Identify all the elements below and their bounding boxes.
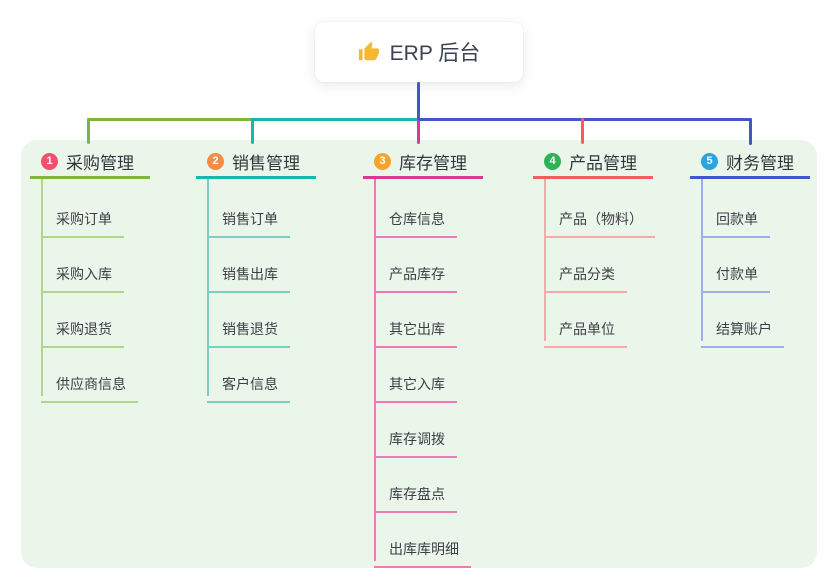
connector-blue-h xyxy=(417,118,752,121)
child-node[interactable]: 客户信息 xyxy=(207,364,290,403)
drop-line-sales xyxy=(251,118,254,144)
child-node[interactable]: 库存盘点 xyxy=(374,474,457,513)
child-node[interactable]: 出库库明细 xyxy=(374,529,471,568)
child-node[interactable]: 产品库存 xyxy=(374,254,457,293)
branch-title: 销售管理 xyxy=(232,154,300,173)
child-node[interactable]: 采购退货 xyxy=(41,309,124,348)
child-node[interactable]: 销售出库 xyxy=(207,254,290,293)
root-node-label: ERP 后台 xyxy=(389,42,481,65)
child-node[interactable]: 销售退货 xyxy=(207,309,290,348)
child-node[interactable]: 采购入库 xyxy=(41,254,124,293)
branch-title: 采购管理 xyxy=(66,154,134,173)
branch-underline-sales xyxy=(196,176,316,179)
child-node[interactable]: 其它出库 xyxy=(374,309,457,348)
branch-underline-finance xyxy=(690,176,810,179)
thumbs-up-icon xyxy=(358,41,380,63)
badge-5: 5 xyxy=(701,153,718,170)
child-connector-sales xyxy=(207,179,209,396)
branch-underline-product xyxy=(533,176,653,179)
child-node[interactable]: 产品（物料） xyxy=(544,199,655,238)
child-connector-inventory xyxy=(374,179,376,561)
mindmap-background-panel xyxy=(21,140,817,568)
badge-3: 3 xyxy=(374,153,391,170)
child-node[interactable]: 销售订单 xyxy=(207,199,290,238)
branch-node-inventory[interactable]: 3 库存管理 xyxy=(363,149,483,174)
branch-underline-inventory xyxy=(363,176,483,179)
badge-4: 4 xyxy=(544,153,561,170)
child-connector-finance xyxy=(701,179,703,341)
drop-line-finance xyxy=(749,118,752,145)
child-node[interactable]: 回款单 xyxy=(701,199,770,238)
child-node[interactable]: 采购订单 xyxy=(41,199,124,238)
drop-line-purchase xyxy=(87,118,90,144)
badge-1: 1 xyxy=(41,153,58,170)
child-node[interactable]: 付款单 xyxy=(701,254,770,293)
branch-title: 产品管理 xyxy=(569,154,637,173)
connector-teal-h xyxy=(251,118,419,121)
trunk-line xyxy=(417,82,420,121)
child-node[interactable]: 仓库信息 xyxy=(374,199,457,238)
branch-node-purchase[interactable]: 1 采购管理 xyxy=(30,149,150,174)
branch-node-sales[interactable]: 2 销售管理 xyxy=(196,149,316,174)
drop-line-product xyxy=(581,118,584,144)
child-node[interactable]: 产品单位 xyxy=(544,309,627,348)
branch-node-finance[interactable]: 5 财务管理 xyxy=(690,149,810,174)
root-node-erp[interactable]: ERP 后台 xyxy=(315,22,523,82)
child-node[interactable]: 其它入库 xyxy=(374,364,457,403)
child-node[interactable]: 结算账户 xyxy=(701,309,784,348)
child-node[interactable]: 库存调拨 xyxy=(374,419,457,458)
child-connector-purchase xyxy=(41,179,43,396)
connector-green-h xyxy=(87,118,253,121)
branch-title: 财务管理 xyxy=(726,154,794,173)
child-node[interactable]: 产品分类 xyxy=(544,254,627,293)
branch-title: 库存管理 xyxy=(399,154,467,173)
child-connector-product xyxy=(544,179,546,341)
badge-2: 2 xyxy=(207,153,224,170)
branch-node-product[interactable]: 4 产品管理 xyxy=(533,149,653,174)
drop-line-inventory xyxy=(417,120,420,144)
branch-underline-purchase xyxy=(30,176,150,179)
child-node[interactable]: 供应商信息 xyxy=(41,364,138,403)
